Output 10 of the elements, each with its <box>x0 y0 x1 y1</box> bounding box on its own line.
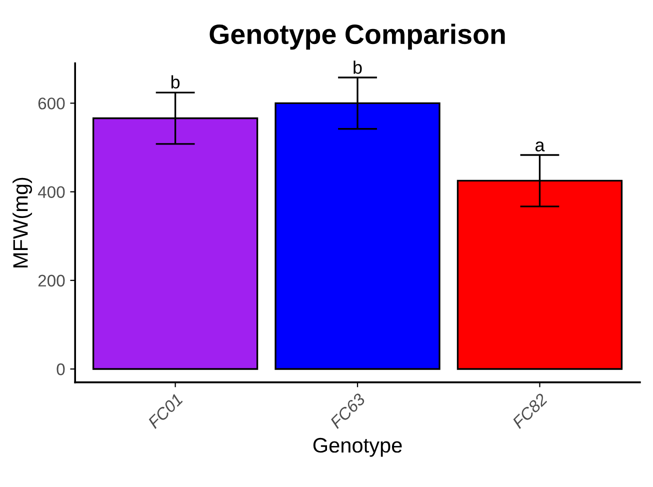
y-tick-label: 400 <box>38 186 65 198</box>
chart-title: Genotype Comparison <box>210 24 505 50</box>
y-tick-label: 200 <box>38 274 65 287</box>
y-tick-label: 600 <box>38 98 65 110</box>
annotation: b <box>354 60 362 74</box>
annotation: b <box>171 75 180 89</box>
annotation: a <box>535 142 545 152</box>
y-axis-title: MFW(mg) <box>12 178 32 268</box>
y-tick-label: 0 <box>56 363 65 376</box>
x-axis-title: Genotype <box>313 438 402 457</box>
